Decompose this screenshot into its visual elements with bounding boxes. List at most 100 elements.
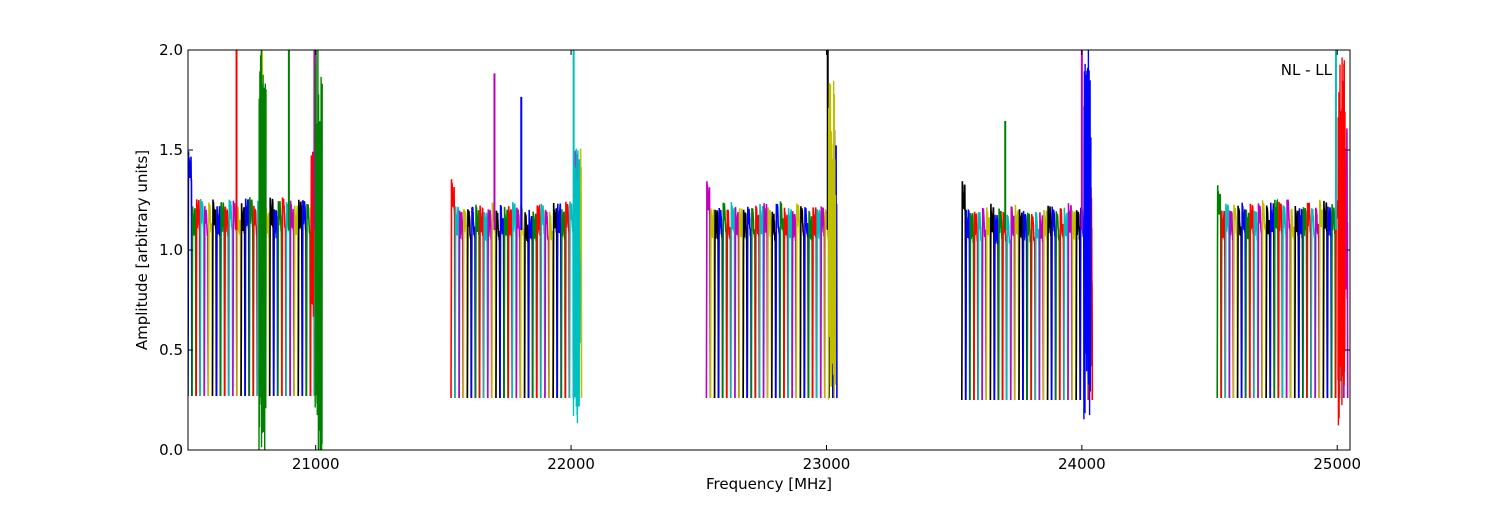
x-tick-label: 22000 bbox=[547, 455, 595, 473]
channel-trace bbox=[1302, 207, 1308, 399]
channel-trace bbox=[219, 202, 226, 397]
channel-trace bbox=[1326, 206, 1333, 399]
channel-trace bbox=[503, 206, 509, 399]
channel-trace bbox=[981, 207, 987, 401]
channel-trace bbox=[1273, 198, 1279, 399]
channel-trace bbox=[1224, 203, 1230, 399]
channel-trace bbox=[552, 202, 558, 399]
channel-trace bbox=[207, 202, 214, 397]
channel-trace bbox=[1314, 207, 1320, 399]
channel-trace bbox=[815, 209, 822, 399]
channel-trace bbox=[527, 209, 534, 399]
channel-trace bbox=[1240, 202, 1247, 399]
channel-trace bbox=[1290, 208, 1296, 399]
channel-trace bbox=[1269, 202, 1275, 399]
channel-trace bbox=[1285, 199, 1292, 399]
series-layer bbox=[188, 50, 1349, 450]
channel-trace bbox=[1018, 209, 1024, 401]
channel-trace bbox=[1046, 205, 1053, 401]
channel-trace bbox=[195, 199, 201, 397]
channel-trace bbox=[1009, 206, 1016, 401]
channel-trace bbox=[709, 208, 716, 399]
channel-trace bbox=[705, 181, 712, 399]
channel-trace bbox=[730, 202, 736, 399]
channel-trace bbox=[556, 203, 562, 399]
channel-trace bbox=[466, 209, 473, 399]
channel-trace bbox=[1245, 209, 1251, 399]
ticks-layer: 21000 22000 23000 24000 25000 0.0 0.5 1.0 1.5 2.0 bbox=[159, 41, 1361, 473]
channel-trace bbox=[1261, 200, 1267, 399]
channel-trace bbox=[1265, 205, 1271, 399]
channel-trace bbox=[507, 206, 513, 399]
x-tick-label: 21000 bbox=[292, 455, 340, 473]
channel-trace bbox=[819, 206, 826, 399]
channel-trace bbox=[293, 205, 299, 397]
channel-trace bbox=[244, 198, 250, 397]
channel-trace bbox=[482, 212, 489, 399]
channel-trace bbox=[272, 209, 279, 397]
channel-trace bbox=[1067, 203, 1073, 401]
channel-trace bbox=[754, 205, 761, 399]
y-tick-label: 0.0 bbox=[159, 441, 183, 459]
channel-trace bbox=[1236, 205, 1243, 399]
channel-trace bbox=[1075, 210, 1081, 401]
channel-trace bbox=[248, 197, 254, 397]
channel-trace bbox=[1071, 210, 1077, 401]
channel-trace bbox=[1026, 212, 1032, 401]
channel-trace bbox=[1014, 204, 1020, 401]
channel-trace bbox=[1042, 209, 1049, 401]
channel-trace bbox=[491, 202, 497, 399]
channel-trace bbox=[519, 205, 526, 399]
channel-trace bbox=[224, 206, 230, 397]
channel-trace bbox=[775, 203, 781, 399]
channel-trace bbox=[188, 151, 193, 397]
channel-trace bbox=[495, 210, 501, 399]
channel-trace bbox=[268, 197, 275, 397]
channel-trace bbox=[734, 206, 740, 399]
x-tick-label: 23000 bbox=[803, 455, 851, 473]
channel-trace bbox=[1298, 208, 1304, 399]
y-tick-label: 0.5 bbox=[159, 341, 183, 359]
channel-trace bbox=[499, 204, 505, 399]
channel-trace bbox=[486, 209, 493, 399]
channel-trace bbox=[277, 201, 283, 397]
channel-trace bbox=[458, 210, 464, 399]
y-axis-label: Amplitude [arbitrary units] bbox=[133, 150, 151, 350]
channel-trace bbox=[1257, 203, 1263, 399]
channel-trace bbox=[1055, 211, 1061, 401]
chart-annotation: NL - LL bbox=[1281, 61, 1333, 79]
channel-trace bbox=[965, 208, 971, 401]
channel-trace bbox=[297, 199, 304, 397]
channel-trace bbox=[462, 208, 468, 399]
channel-trace bbox=[1318, 199, 1324, 399]
channel-trace bbox=[807, 210, 814, 399]
channel-trace bbox=[1249, 203, 1255, 399]
channel-trace bbox=[289, 200, 295, 397]
channel-trace bbox=[997, 208, 1004, 401]
channel-trace bbox=[515, 207, 522, 399]
channel-trace bbox=[1232, 204, 1239, 399]
channel-trace bbox=[470, 206, 477, 399]
channel-trace bbox=[969, 213, 975, 401]
channel-trace bbox=[211, 199, 218, 397]
channel-trace bbox=[795, 203, 802, 399]
plot-frame bbox=[187, 49, 1351, 451]
channel-trace bbox=[791, 211, 797, 399]
channel-trace bbox=[474, 204, 481, 399]
channel-trace bbox=[285, 202, 291, 397]
channel-trace bbox=[240, 203, 246, 397]
channel-trace bbox=[738, 208, 744, 399]
channel-trace bbox=[750, 208, 757, 399]
channel-trace bbox=[540, 203, 546, 399]
channel-trace bbox=[536, 203, 542, 399]
channel-trace bbox=[301, 200, 308, 397]
channel-trace bbox=[544, 209, 550, 399]
channel-trace bbox=[1022, 210, 1028, 401]
channel-trace bbox=[236, 206, 242, 397]
noise-burst bbox=[1337, 57, 1346, 426]
channel-trace bbox=[203, 206, 209, 397]
channel-trace bbox=[478, 205, 485, 399]
channel-trace bbox=[993, 214, 1000, 401]
channel-trace bbox=[1050, 206, 1057, 401]
